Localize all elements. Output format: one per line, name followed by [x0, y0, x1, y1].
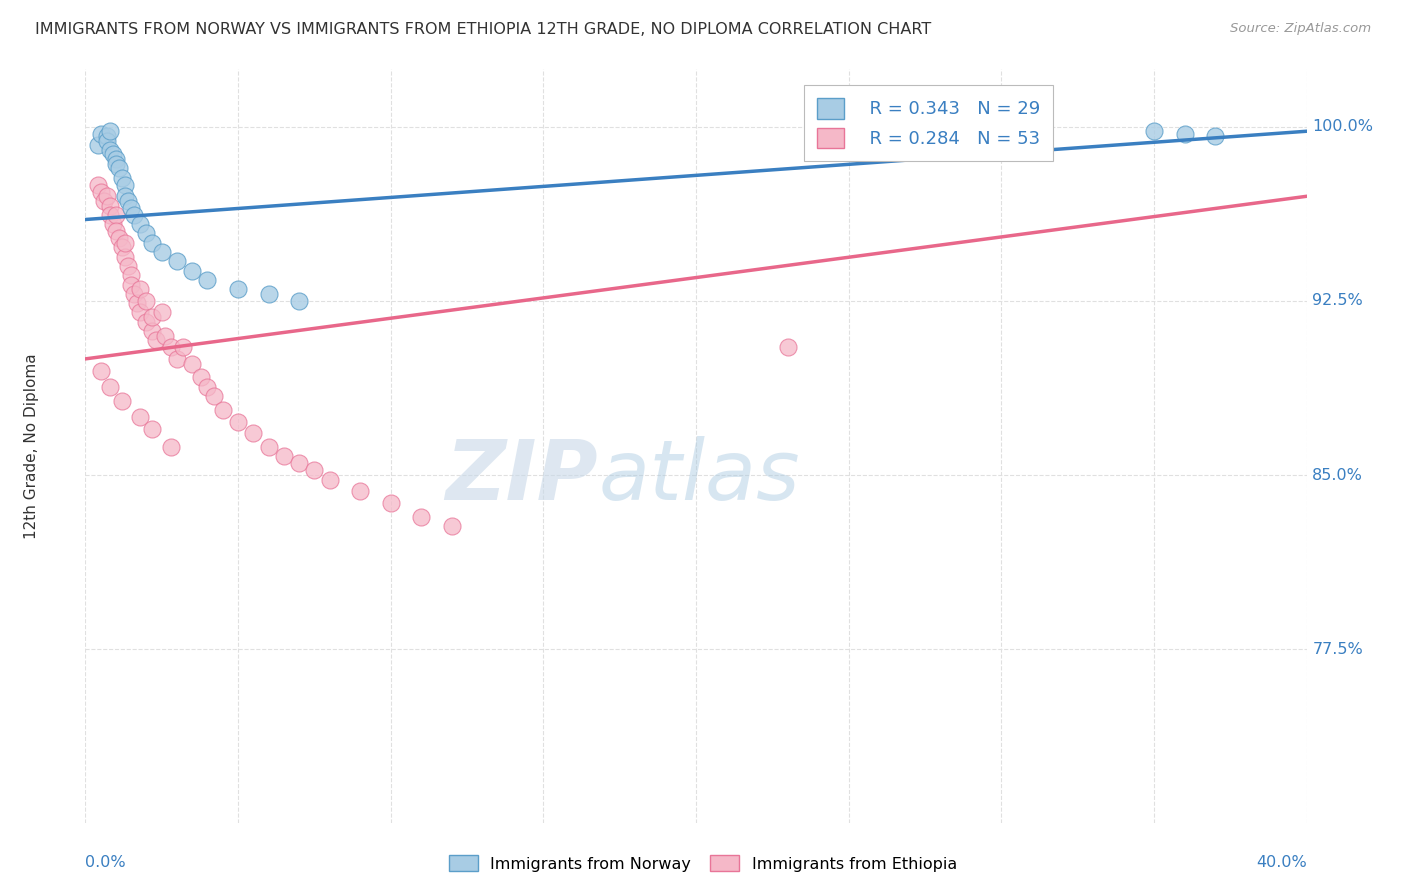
Text: 12th Grade, No Diploma: 12th Grade, No Diploma — [24, 353, 39, 539]
Point — [127, 296, 149, 310]
Point — [349, 484, 371, 499]
Point — [288, 457, 311, 471]
Point — [96, 128, 118, 143]
Point — [96, 189, 118, 203]
Point — [190, 370, 212, 384]
Point — [1143, 124, 1166, 138]
Point — [98, 380, 121, 394]
Point — [211, 403, 233, 417]
Point — [172, 340, 194, 354]
Point — [273, 450, 295, 464]
Point — [104, 208, 127, 222]
Text: 85.0%: 85.0% — [1312, 467, 1364, 483]
Point — [141, 324, 163, 338]
Point — [197, 273, 219, 287]
Point — [166, 351, 188, 366]
Point — [141, 310, 163, 324]
Point — [96, 134, 118, 148]
Point — [86, 138, 108, 153]
Point — [117, 194, 139, 208]
Point — [122, 286, 145, 301]
Point — [98, 143, 121, 157]
Point — [304, 463, 326, 477]
Point — [90, 363, 112, 377]
Point — [257, 286, 280, 301]
Point — [122, 208, 145, 222]
Point — [440, 519, 463, 533]
Point — [242, 426, 264, 441]
Point — [135, 227, 157, 241]
Text: 92.5%: 92.5% — [1312, 293, 1362, 309]
Point — [104, 157, 127, 171]
Point — [197, 380, 219, 394]
Point — [150, 305, 173, 319]
Point — [108, 161, 131, 176]
Point — [380, 496, 402, 510]
Text: Source: ZipAtlas.com: Source: ZipAtlas.com — [1230, 22, 1371, 36]
Point — [98, 208, 121, 222]
Point — [104, 152, 127, 166]
Text: 77.5%: 77.5% — [1312, 641, 1362, 657]
Point — [145, 334, 167, 348]
Point — [159, 440, 181, 454]
Point — [150, 245, 173, 260]
Point — [114, 178, 136, 192]
Point — [226, 415, 249, 429]
Point — [111, 240, 134, 254]
Legend: Immigrants from Norway, Immigrants from Ethiopia: Immigrants from Norway, Immigrants from … — [441, 847, 965, 880]
Point — [776, 340, 799, 354]
Point — [181, 263, 204, 277]
Point — [98, 124, 121, 138]
Point — [257, 440, 280, 454]
Point — [93, 194, 115, 208]
Point — [1173, 127, 1195, 141]
Point — [135, 315, 157, 329]
Point — [318, 473, 340, 487]
Point — [114, 189, 136, 203]
Point — [101, 217, 124, 231]
Point — [181, 357, 204, 371]
Text: ZIP: ZIP — [446, 435, 599, 516]
Point — [111, 170, 134, 185]
Point — [129, 282, 152, 296]
Point — [98, 198, 121, 212]
Point — [114, 235, 136, 250]
Point — [90, 185, 112, 199]
Point — [129, 305, 152, 319]
Point — [226, 282, 249, 296]
Point — [108, 231, 131, 245]
Text: atlas: atlas — [599, 435, 800, 516]
Point — [117, 259, 139, 273]
Point — [101, 147, 124, 161]
Legend:   R = 0.343   N = 29,   R = 0.284   N = 53: R = 0.343 N = 29, R = 0.284 N = 53 — [804, 85, 1053, 161]
Point — [141, 421, 163, 435]
Point — [114, 250, 136, 264]
Point — [120, 201, 142, 215]
Point — [129, 217, 152, 231]
Text: IMMIGRANTS FROM NORWAY VS IMMIGRANTS FROM ETHIOPIA 12TH GRADE, NO DIPLOMA CORREL: IMMIGRANTS FROM NORWAY VS IMMIGRANTS FRO… — [35, 22, 931, 37]
Point — [90, 127, 112, 141]
Point — [86, 178, 108, 192]
Point — [111, 393, 134, 408]
Point — [135, 293, 157, 308]
Point — [411, 509, 433, 524]
Point — [129, 409, 152, 424]
Text: 100.0%: 100.0% — [1312, 120, 1374, 134]
Text: 0.0%: 0.0% — [86, 855, 127, 870]
Point — [159, 340, 181, 354]
Point — [120, 268, 142, 283]
Point — [141, 235, 163, 250]
Point — [202, 389, 225, 403]
Point — [104, 224, 127, 238]
Point — [120, 277, 142, 292]
Point — [1204, 128, 1226, 143]
Point — [166, 254, 188, 268]
Point — [288, 293, 311, 308]
Point — [153, 328, 176, 343]
Text: 40.0%: 40.0% — [1256, 855, 1306, 870]
